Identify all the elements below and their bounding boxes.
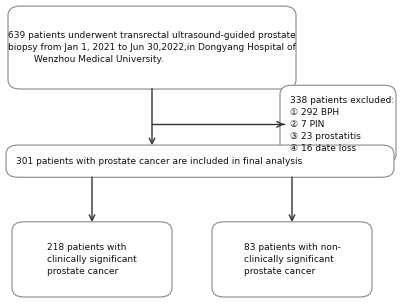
Text: 639 patients underwent transrectal ultrasound-guided prostate
biopsy from Jan 1,: 639 patients underwent transrectal ultra… <box>8 31 296 64</box>
Text: 338 patients excluded:
① 292 BPH
② 7 PIN
③ 23 prostatitis
④ 16 date loss: 338 patients excluded: ① 292 BPH ② 7 PIN… <box>290 95 394 153</box>
FancyBboxPatch shape <box>280 85 396 163</box>
Text: 83 patients with non-
clinically significant
prostate cancer: 83 patients with non- clinically signifi… <box>244 243 340 276</box>
FancyBboxPatch shape <box>8 6 296 89</box>
FancyBboxPatch shape <box>12 222 172 297</box>
Text: 218 patients with
clinically significant
prostate cancer: 218 patients with clinically significant… <box>47 243 137 276</box>
FancyBboxPatch shape <box>6 145 394 177</box>
FancyBboxPatch shape <box>212 222 372 297</box>
Text: 301 patients with prostate cancer are included in final analysis: 301 patients with prostate cancer are in… <box>16 157 302 166</box>
